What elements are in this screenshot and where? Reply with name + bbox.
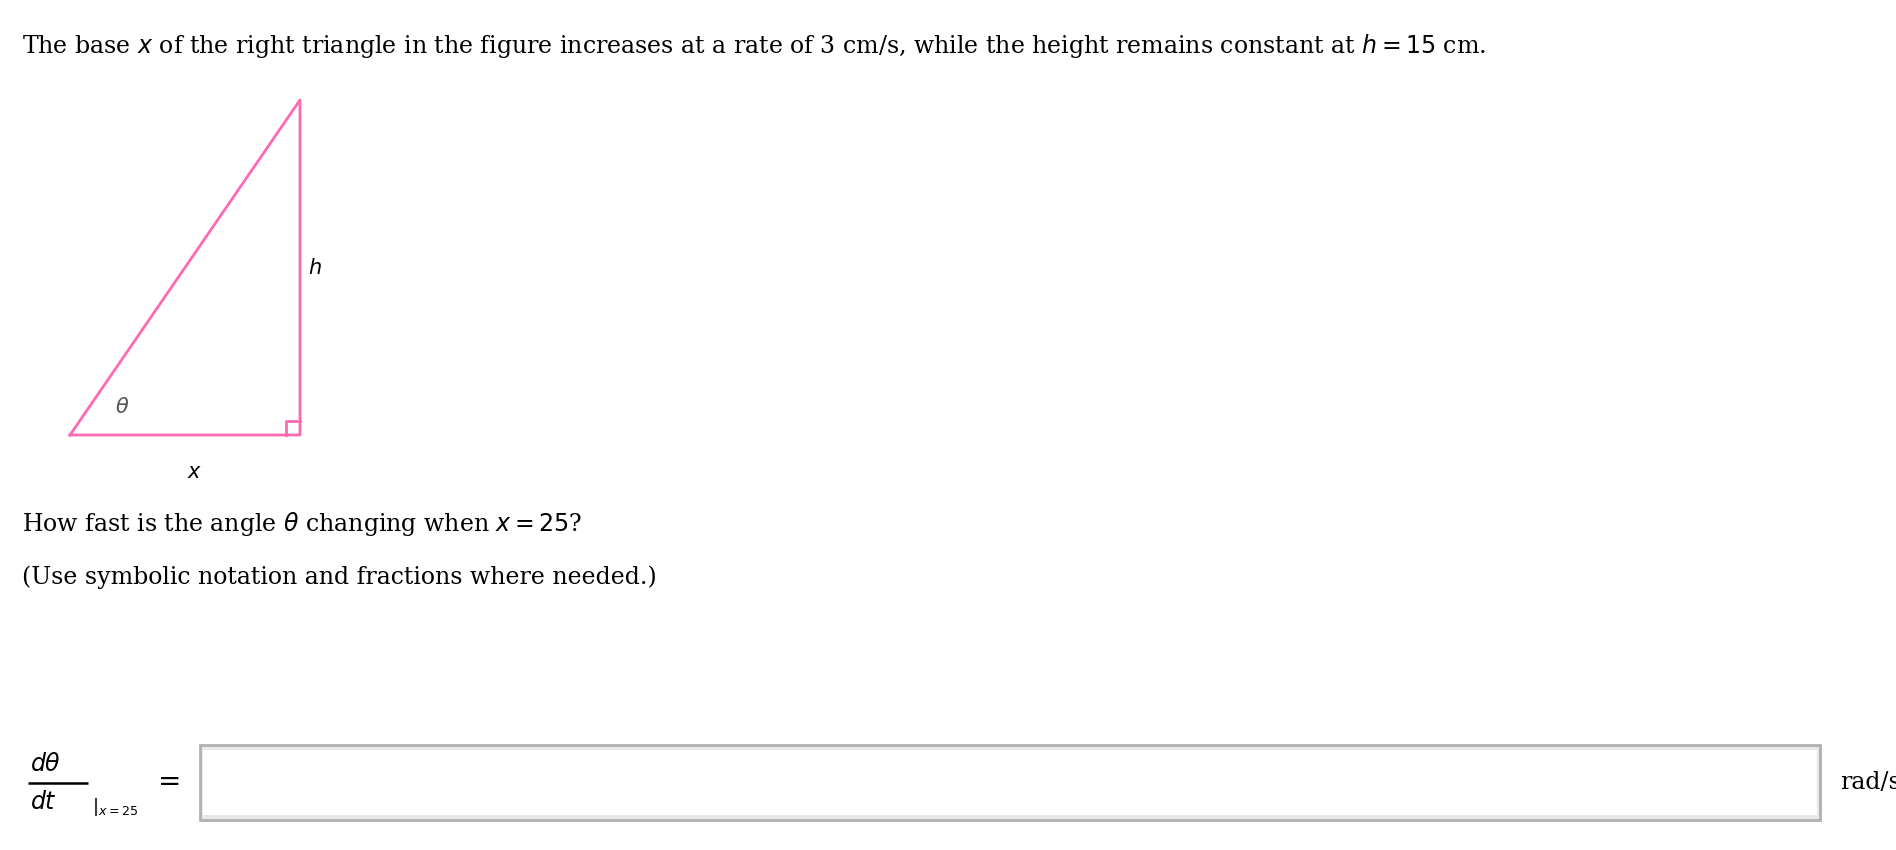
- Text: $d\theta$: $d\theta$: [30, 753, 61, 776]
- Text: =: =: [157, 769, 182, 796]
- Bar: [203, 750, 1816, 815]
- Text: $h$: $h$: [307, 258, 322, 277]
- Text: How fast is the angle $\theta$ changing when $x = 25$?: How fast is the angle $\theta$ changing …: [23, 510, 582, 538]
- Text: $dt$: $dt$: [30, 791, 57, 814]
- Text: rad/s: rad/s: [1839, 771, 1896, 794]
- Bar: [199, 745, 1820, 820]
- Text: $x$: $x$: [188, 463, 203, 482]
- Text: (Use symbolic notation and fractions where needed.): (Use symbolic notation and fractions whe…: [23, 565, 656, 588]
- Text: The base $x$ of the right triangle in the figure increases at a rate of 3 cm/s, : The base $x$ of the right triangle in th…: [23, 32, 1486, 60]
- Text: $|_{x=25}$: $|_{x=25}$: [93, 796, 138, 818]
- Text: $\theta$: $\theta$: [116, 397, 129, 417]
